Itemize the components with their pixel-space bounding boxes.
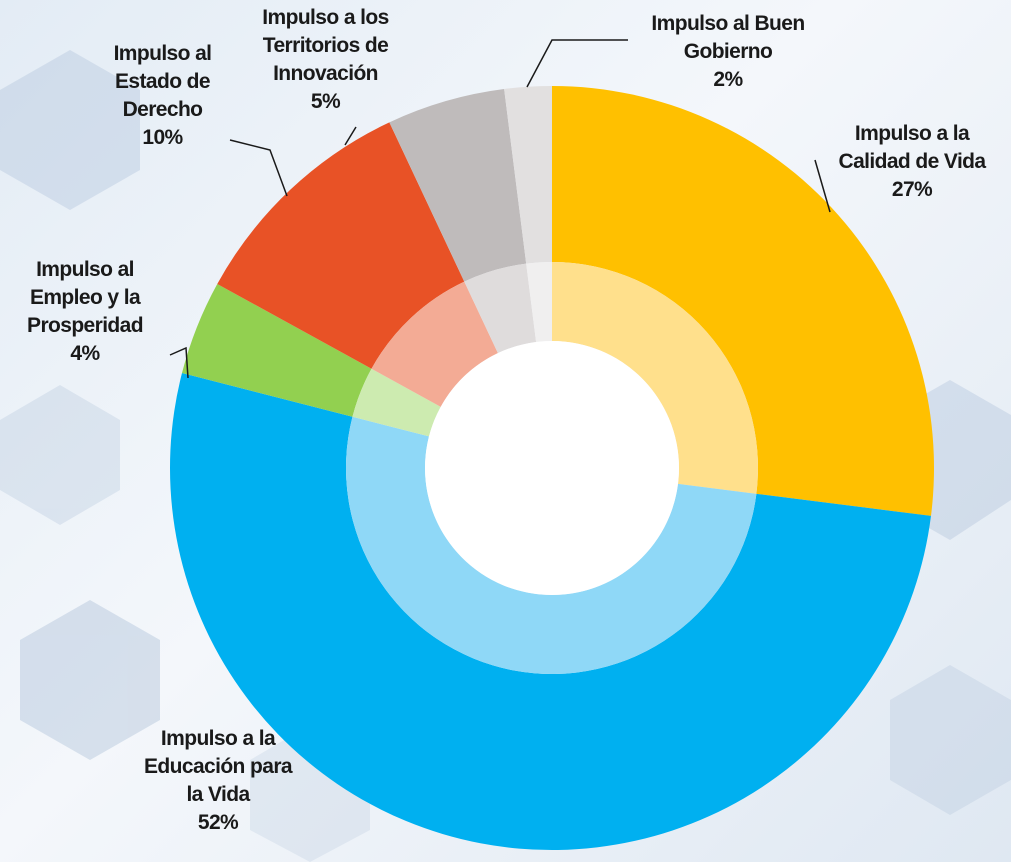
slice-label: Impulso a los Territorios de Innovación 5… [248,4,403,116]
donut-slice [389,89,527,282]
category-label: Impulso al Estado de Derecho [113,42,212,121]
donut-slice [504,86,552,264]
category-label: Impulso a la Calidad de Vida [838,122,987,173]
slice-label: Impulso a la Calidad de Vida 27% [822,120,1002,204]
leader-lines [169,39,831,379]
inner-ring-slice [552,262,758,494]
value-label: 27% [891,178,933,201]
inner-ring-slice [526,262,552,343]
inner-ring-slice [464,263,537,354]
value-label: 52% [197,811,239,834]
category-label: Impulso al Empleo y la Prosperidad [27,258,144,337]
slice-label: Impulso al Buen Gobierno 2% [638,10,818,94]
slice-label: Impulso al Estado de Derecho 10% [100,40,225,152]
category-label: Impulso al Buen Gobierno [651,12,805,63]
inner-ring-slice [345,416,757,675]
donut-slice [217,122,465,369]
category-label: Impulso a la Educación para la Vida [144,727,293,806]
donut-slice [170,373,931,850]
donut-slice [182,283,372,417]
category-label: Impulso a los Territorios de Innovación [262,6,389,85]
value-label: 4% [70,342,100,365]
donut-hole [425,341,679,595]
inner-ring-slice [352,368,441,437]
value-label: 10% [142,126,183,149]
value-label: 2% [713,68,743,91]
donut-slice [552,86,934,516]
slice-label: Impulso a la Educación para la Vida 52% [143,725,293,837]
value-label: 5% [310,90,341,113]
slice-label: Impulso al Empleo y la Prosperidad 4% [20,256,150,368]
inner-ring-slice [371,281,498,407]
